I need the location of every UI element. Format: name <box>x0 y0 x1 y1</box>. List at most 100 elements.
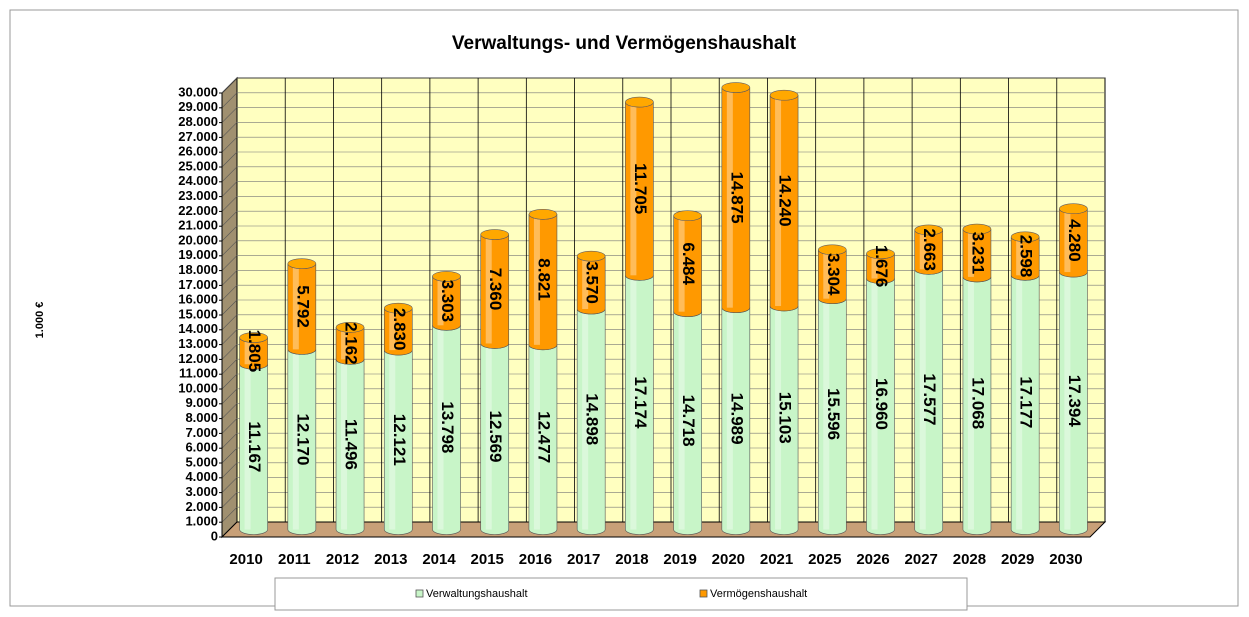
grid-line <box>221 284 238 301</box>
grid-line <box>221 77 238 94</box>
bar-shine <box>775 95 782 306</box>
grid-line <box>221 225 238 242</box>
grid-line <box>221 240 238 257</box>
bar-shine <box>437 325 444 530</box>
bar-cap <box>383 302 413 314</box>
value-label: 3.231 <box>968 232 987 275</box>
bar-shine <box>389 308 396 351</box>
x-tick-label: 2021 <box>760 551 793 568</box>
grid-line <box>221 358 238 375</box>
value-label: 12.569 <box>486 410 505 462</box>
x-tick-label: 2012 <box>326 551 359 568</box>
legend-label: Verwaltungshaushalt <box>426 588 528 600</box>
bar-cap <box>866 248 895 259</box>
value-label: 14.240 <box>776 175 795 227</box>
x-tick-label: 2026 <box>856 551 889 568</box>
bar-shine <box>1016 275 1023 530</box>
grid-line <box>221 107 238 123</box>
x-tick-label: 2019 <box>663 551 696 568</box>
y-axis-label: 1.000 € <box>34 302 46 339</box>
y-tick-label: 15.000 <box>178 306 218 321</box>
y-tick-label: 7.000 <box>185 425 218 440</box>
bar-cap <box>1059 203 1088 215</box>
grid-line <box>221 136 238 153</box>
legend-swatch <box>415 589 424 598</box>
y-tick-label: 5.000 <box>185 454 218 469</box>
grid-line <box>221 447 238 464</box>
x-tick-label: 2025 <box>808 551 841 568</box>
bar-cap <box>817 244 847 256</box>
x-tick-label: 2017 <box>567 551 600 568</box>
x-tick-label: 2028 <box>953 551 986 568</box>
value-label: 16.960 <box>872 378 891 430</box>
bar-shine <box>533 344 540 530</box>
value-label: 2.830 <box>390 308 409 351</box>
grid-line <box>221 492 238 508</box>
x-tick-label: 2013 <box>374 551 407 568</box>
y-tick-label: 27.000 <box>178 129 218 144</box>
y-tick-label: 8.000 <box>185 410 218 425</box>
bar-cap <box>673 210 702 222</box>
value-label: 17.577 <box>920 373 939 425</box>
bar-shine <box>437 276 444 326</box>
grid-line <box>221 92 238 109</box>
value-label: 17.177 <box>1017 376 1036 428</box>
bar-cap <box>769 89 799 101</box>
value-label: 3.304 <box>824 253 843 296</box>
bar-shine <box>341 327 348 360</box>
y-tick-label: 16.000 <box>178 292 218 307</box>
bar-shine <box>967 229 974 277</box>
bar-cap <box>962 223 992 235</box>
x-tick-label: 2016 <box>519 551 552 568</box>
value-label: 13.798 <box>438 401 457 453</box>
grid-line <box>221 388 238 405</box>
bar-shine <box>630 102 637 276</box>
value-label: 11.167 <box>245 421 264 472</box>
y-tick-label: 23.000 <box>178 188 218 203</box>
bar-shine <box>485 234 492 344</box>
grid-line <box>221 329 238 345</box>
value-label: 14.898 <box>583 393 602 445</box>
grid-line <box>221 181 238 197</box>
value-label: 1.676 <box>872 245 891 288</box>
y-tick-label: 28.000 <box>178 114 218 129</box>
y-tick-label: 19.000 <box>178 247 218 262</box>
bar-shine <box>244 337 251 365</box>
y-tick-label: 2.000 <box>185 499 218 514</box>
y-tick-label: 11.000 <box>179 366 218 381</box>
legend-label: Vermögenshaushalt <box>710 588 807 600</box>
y-tick-label: 10.000 <box>178 380 218 395</box>
bar-shine <box>485 343 492 530</box>
y-tick-label: 26.000 <box>178 144 218 159</box>
value-label: 14.875 <box>727 172 746 224</box>
value-label: 6.484 <box>679 242 698 285</box>
grid-line <box>221 166 238 183</box>
grid-line <box>221 462 238 479</box>
bar-cap <box>721 82 751 93</box>
bar-shine <box>244 364 251 530</box>
y-tick-label: 13.000 <box>178 336 218 351</box>
value-label: 1.805 <box>245 330 264 373</box>
bar-shine <box>389 350 396 530</box>
chart-title: Verwaltungs- und Vermögenshaushalt <box>452 33 797 54</box>
y-tick-label: 30.000 <box>178 84 218 99</box>
y-tick-label: 21.000 <box>178 218 218 233</box>
y-tick-label: 3.000 <box>185 484 218 499</box>
value-label: 12.121 <box>390 414 409 466</box>
grid-line <box>221 373 238 390</box>
bar-shine <box>533 214 540 345</box>
grid-line <box>221 299 238 316</box>
bar-shine <box>582 256 589 310</box>
bar-shine <box>678 311 685 530</box>
y-tick-label: 20.000 <box>178 232 218 247</box>
grid-line <box>221 210 238 227</box>
value-label: 3.570 <box>583 261 602 304</box>
value-label: 2.598 <box>1017 235 1036 278</box>
bar-shine <box>292 263 299 350</box>
x-tick-label: 2029 <box>1001 551 1034 568</box>
value-label: 4.280 <box>1065 219 1084 262</box>
y-tick-label: 17.000 <box>178 277 218 292</box>
y-tick-label: 0 <box>211 528 218 543</box>
value-label: 5.792 <box>293 285 312 328</box>
